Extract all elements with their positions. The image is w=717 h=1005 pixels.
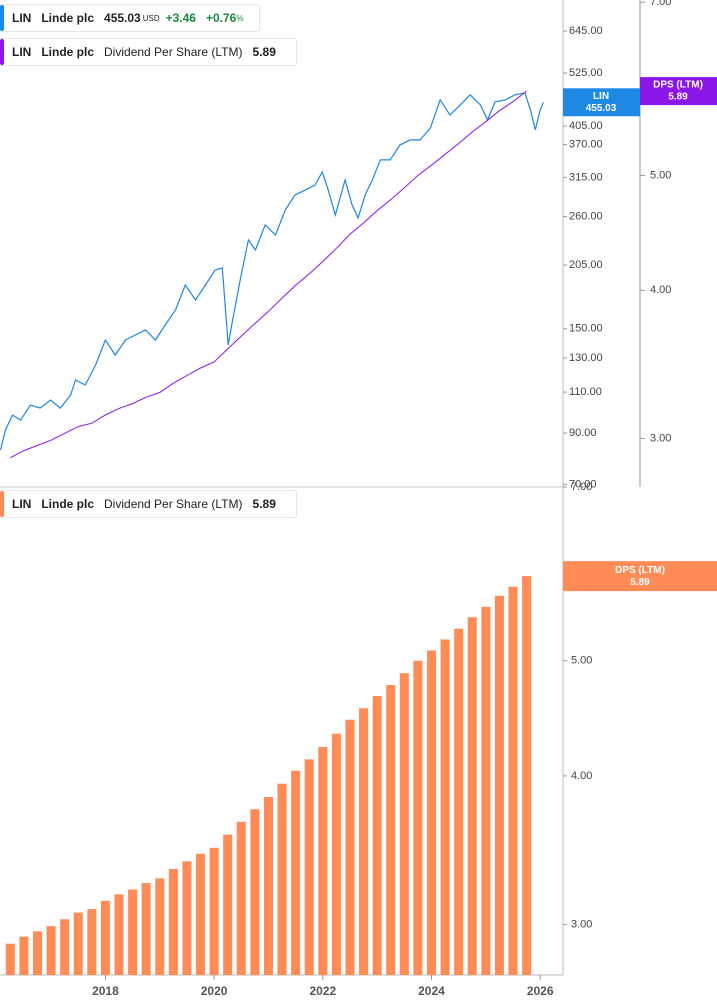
y-tick-label: 205.00 [569,259,603,271]
legend-swatch [0,491,4,517]
y2-tick-label: 5.00 [650,169,671,181]
y-tick-label: 130.00 [569,352,603,364]
legend-value: 5.89 [252,45,276,59]
bar [114,894,124,975]
bar [87,909,97,975]
bar [304,759,314,975]
legend-company: Linde plc [41,497,95,511]
price-legend: LIN Linde plc 455.03 USD +3.46 +0.76 % [0,4,261,32]
x-tick-label: 2018 [92,984,119,998]
dps-legend: LIN Linde plc Dividend Per Share (LTM) 5… [0,38,297,66]
bar [196,853,206,975]
y-tick-label: 70.00 [569,478,597,490]
y2-tick-label: 7.00 [650,0,671,8]
bar [236,821,246,975]
bar [32,931,42,975]
bar [46,926,56,975]
y-tick-label: 370.00 [569,138,603,150]
bar [467,617,477,975]
legend-value: 5.89 [252,497,276,511]
x-tick-label: 2022 [309,984,336,998]
legend-change: +3.46 [165,11,196,25]
price-tag [640,77,717,106]
legend-currency: USD [142,13,160,23]
legend-symbol: LIN [12,497,32,511]
y-tick-label: 525.00 [569,67,603,79]
x-tick-label: 2024 [418,984,445,998]
bar [128,889,138,975]
price-tag-value: 5.89 [630,577,650,588]
y-tick-label: 315.00 [569,171,603,183]
y-tick-label: 4.00 [571,770,592,782]
y-tick-label: 260.00 [569,210,603,222]
legend-price: 455.03 [104,11,141,25]
bar [413,660,423,975]
bar [318,747,328,975]
bar [5,943,15,975]
y-tick-label: 5.00 [571,655,592,667]
bar [508,586,518,975]
bar [250,809,260,975]
bar [386,685,396,975]
y-tick-label: 645.00 [569,25,603,37]
y-tick-label: 7.00 [571,481,592,493]
price-tag-label: DPS (LTM) [653,80,703,91]
legend-company: Linde plc [41,45,95,59]
bar [263,796,273,975]
bar [481,606,491,975]
bar [359,708,369,975]
bar [155,878,165,975]
legend-swatch [0,39,4,65]
bar [182,861,192,975]
x-tick-label: 2026 [527,984,554,998]
y-tick-label: 90.00 [569,427,597,439]
y-tick-label: 3.00 [571,918,592,930]
y2-tick-label: 4.00 [650,284,671,296]
bar [168,868,178,975]
bar [494,595,504,975]
price-tag-value: 455.03 [586,103,617,114]
legend-change-pct: +0.76 [205,11,237,25]
y-tick-label: 110.00 [569,386,602,398]
bar [60,919,70,975]
price-tag-value: 5.89 [668,92,688,103]
legend-company: Linde plc [41,11,95,25]
legend-symbol: LIN [12,11,32,25]
bar [372,695,382,975]
bar [426,650,436,975]
y2-tick-label: 3.00 [650,432,671,444]
y-tick-label: 150.00 [569,323,603,335]
price-tag [563,561,717,592]
bar [277,783,287,975]
bar [141,883,151,975]
bar [331,733,341,975]
legend-pct-sign: % [236,13,244,23]
price-tag-label: DPS (LTM) [615,565,665,576]
bar [454,628,464,975]
line-series [10,90,527,459]
bar [19,936,29,975]
bar [73,912,83,975]
legend-swatch [0,5,4,31]
bar [399,673,409,975]
line-series [0,92,544,451]
legend-metric: Dividend Per Share (LTM) [104,45,243,59]
price-tag-label: LIN [593,91,609,102]
y-tick-label: 405.00 [569,120,603,132]
bar [440,639,450,975]
dps-bar-legend: LIN Linde plc Dividend Per Share (LTM) 5… [0,490,297,518]
bar [223,834,233,975]
bar [522,576,532,975]
legend-metric: Dividend Per Share (LTM) [104,497,243,511]
bar [100,900,110,975]
bar [345,719,355,975]
price-tag [563,88,640,117]
bar [209,847,219,975]
legend-symbol: LIN [12,45,32,59]
bar [291,770,301,975]
x-tick-label: 2020 [201,984,228,998]
